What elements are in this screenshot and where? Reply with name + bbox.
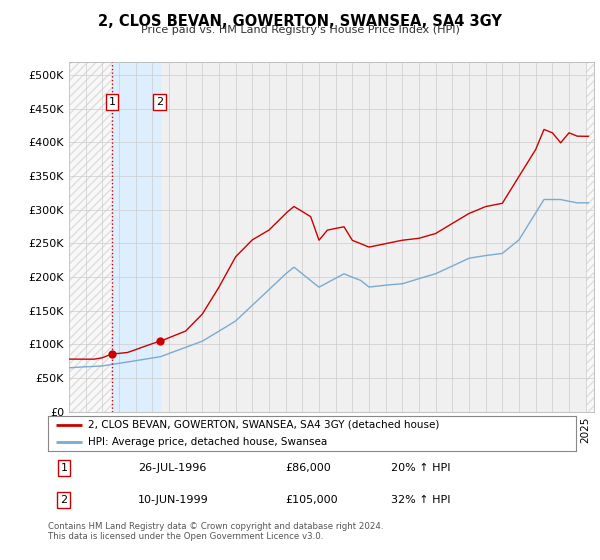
- Bar: [586, 62, 594, 412]
- Text: 2, CLOS BEVAN, GOWERTON, SWANSEA, SA4 3GY (detached house): 2, CLOS BEVAN, GOWERTON, SWANSEA, SA4 3G…: [88, 420, 439, 430]
- Text: HPI: Average price, detached house, Swansea: HPI: Average price, detached house, Swan…: [88, 437, 327, 447]
- Text: 2, CLOS BEVAN, GOWERTON, SWANSEA, SA4 3GY: 2, CLOS BEVAN, GOWERTON, SWANSEA, SA4 3G…: [98, 14, 502, 29]
- Text: Contains HM Land Registry data © Crown copyright and database right 2024.
This d: Contains HM Land Registry data © Crown c…: [48, 522, 383, 542]
- Text: 10-JUN-1999: 10-JUN-1999: [138, 495, 209, 505]
- Text: £105,000: £105,000: [286, 495, 338, 505]
- Text: £86,000: £86,000: [286, 463, 331, 473]
- Text: 2: 2: [60, 495, 67, 505]
- Bar: [69, 62, 112, 412]
- Text: 1: 1: [109, 97, 115, 107]
- Text: 1: 1: [61, 463, 67, 473]
- Text: 2: 2: [156, 97, 163, 107]
- Text: 32% ↑ HPI: 32% ↑ HPI: [391, 495, 451, 505]
- Bar: [112, 62, 160, 412]
- Text: 20% ↑ HPI: 20% ↑ HPI: [391, 463, 451, 473]
- Text: 26-JUL-1996: 26-JUL-1996: [138, 463, 206, 473]
- Text: Price paid vs. HM Land Registry's House Price Index (HPI): Price paid vs. HM Land Registry's House …: [140, 25, 460, 35]
